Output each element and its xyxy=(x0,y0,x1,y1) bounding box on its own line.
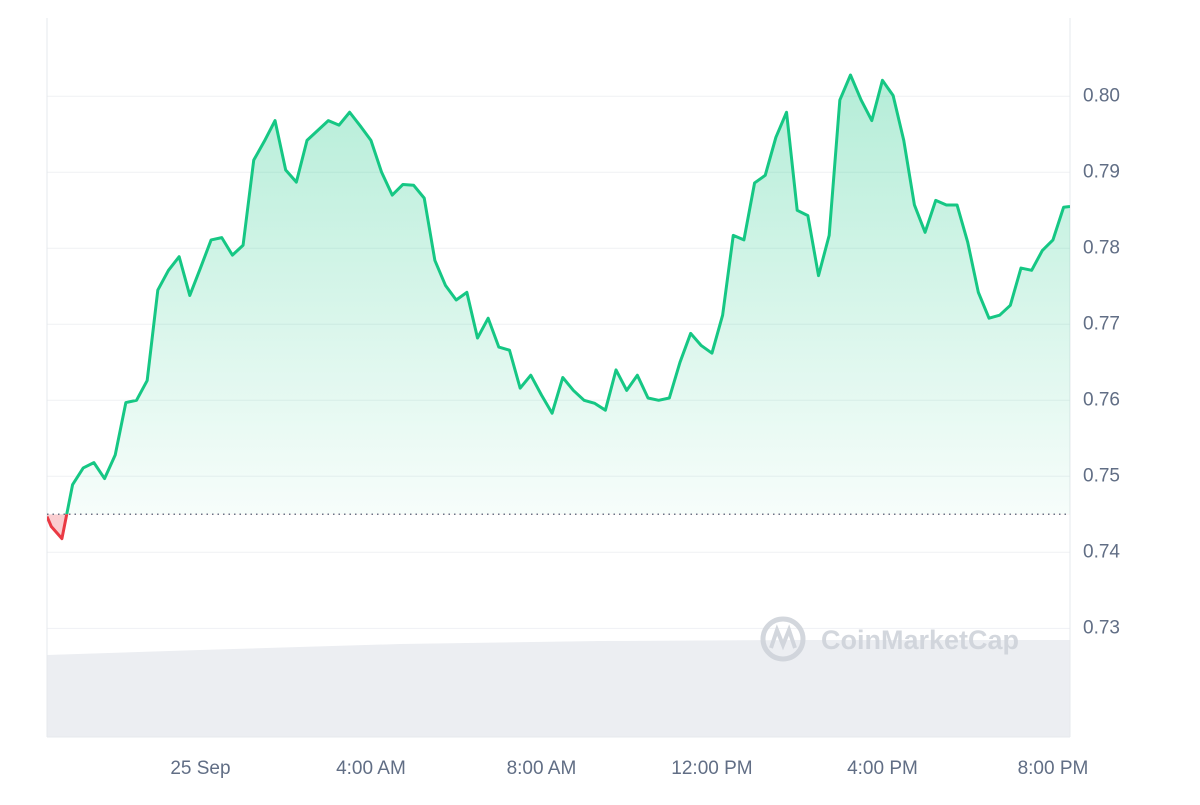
plot xyxy=(47,73,1070,541)
x-tick-label: 8:00 PM xyxy=(1018,758,1089,779)
x-tick-label: 8:00 AM xyxy=(507,758,577,779)
y-tick-label: 0.76 xyxy=(1083,389,1120,410)
x-tick-label: 12:00 PM xyxy=(671,758,752,779)
x-tick-label: 4:00 PM xyxy=(847,758,918,779)
watermark-icon-m xyxy=(769,624,797,651)
x-tick-label: 4:00 AM xyxy=(336,758,406,779)
price-line xyxy=(65,73,1070,515)
y-tick-label: 0.78 xyxy=(1083,237,1120,258)
x-tick-label: 25 Sep xyxy=(170,758,230,779)
y-tick-label: 0.74 xyxy=(1083,541,1120,562)
y-tick-label: 0.73 xyxy=(1083,617,1120,638)
watermark-icon xyxy=(760,616,806,662)
watermark: CoinMarketCap xyxy=(760,616,1019,662)
y-tick-label: 0.75 xyxy=(1083,465,1120,486)
area-above xyxy=(66,75,1070,515)
watermark-text: CoinMarketCap xyxy=(821,625,1019,655)
y-tick-label: 0.77 xyxy=(1083,313,1120,334)
y-tick-label: 0.80 xyxy=(1083,85,1120,106)
volume-area xyxy=(47,640,1070,737)
y-tick-label: 0.79 xyxy=(1083,161,1120,182)
